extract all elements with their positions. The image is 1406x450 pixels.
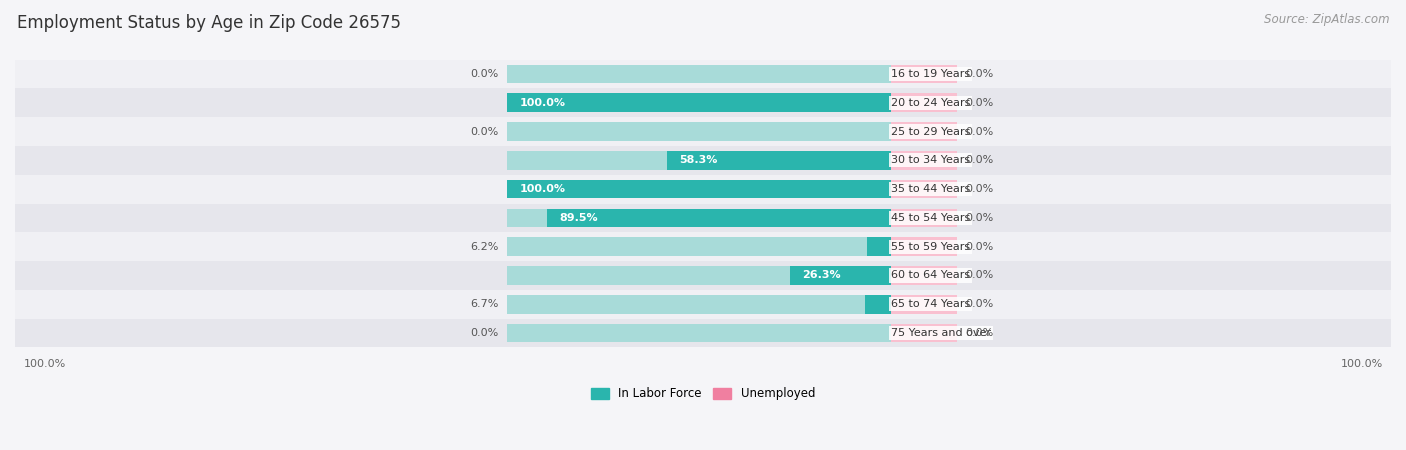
Text: 100.0%: 100.0%: [520, 98, 565, 108]
Bar: [15, 88, 1391, 117]
Bar: [508, 122, 890, 141]
Bar: [15, 146, 1391, 175]
Text: 0.0%: 0.0%: [471, 69, 499, 79]
Text: 0.0%: 0.0%: [966, 328, 994, 338]
Bar: [508, 151, 890, 170]
Text: Employment Status by Age in Zip Code 26575: Employment Status by Age in Zip Code 265…: [17, 14, 401, 32]
Text: 45 to 54 Years: 45 to 54 Years: [890, 213, 970, 223]
Text: 35 to 44 Years: 35 to 44 Years: [890, 184, 970, 194]
Bar: [890, 295, 957, 314]
Text: 0.0%: 0.0%: [966, 270, 994, 280]
Bar: [508, 180, 890, 198]
Legend: In Labor Force, Unemployed: In Labor Force, Unemployed: [586, 382, 820, 405]
Bar: [15, 60, 1391, 88]
Bar: [890, 266, 957, 285]
Bar: [547, 208, 890, 227]
Bar: [890, 324, 957, 342]
Text: 65 to 74 Years: 65 to 74 Years: [890, 299, 970, 309]
Text: 0.0%: 0.0%: [966, 184, 994, 194]
Text: 60 to 64 Years: 60 to 64 Years: [890, 270, 970, 280]
Bar: [890, 151, 957, 170]
Bar: [508, 237, 890, 256]
Text: 6.2%: 6.2%: [471, 242, 499, 252]
Text: 100.0%: 100.0%: [1340, 359, 1382, 369]
Bar: [508, 295, 890, 314]
Text: 0.0%: 0.0%: [966, 213, 994, 223]
Text: 6.7%: 6.7%: [471, 299, 499, 309]
Text: 0.0%: 0.0%: [966, 69, 994, 79]
Bar: [790, 266, 890, 285]
Bar: [890, 180, 957, 198]
Bar: [15, 261, 1391, 290]
Bar: [15, 290, 1391, 319]
Text: 0.0%: 0.0%: [966, 126, 994, 136]
Bar: [890, 237, 957, 256]
Bar: [15, 117, 1391, 146]
Text: 0.0%: 0.0%: [966, 242, 994, 252]
Text: 20 to 24 Years: 20 to 24 Years: [890, 98, 970, 108]
Text: 55 to 59 Years: 55 to 59 Years: [890, 242, 970, 252]
Bar: [890, 65, 957, 83]
Text: 0.0%: 0.0%: [966, 98, 994, 108]
Text: 0.0%: 0.0%: [471, 126, 499, 136]
Bar: [15, 203, 1391, 232]
Bar: [15, 175, 1391, 203]
Bar: [15, 319, 1391, 347]
Text: 100.0%: 100.0%: [520, 184, 565, 194]
Bar: [890, 208, 957, 227]
Text: 0.0%: 0.0%: [966, 155, 994, 165]
Bar: [890, 94, 957, 112]
Bar: [508, 266, 890, 285]
Text: 100.0%: 100.0%: [24, 359, 66, 369]
Text: 58.3%: 58.3%: [679, 155, 718, 165]
Text: 26.3%: 26.3%: [803, 270, 841, 280]
Text: 89.5%: 89.5%: [560, 213, 599, 223]
Bar: [890, 122, 957, 141]
Text: 25 to 29 Years: 25 to 29 Years: [890, 126, 970, 136]
Text: 75 Years and over: 75 Years and over: [890, 328, 991, 338]
Bar: [508, 94, 890, 112]
Bar: [15, 232, 1391, 261]
Bar: [865, 295, 890, 314]
Bar: [508, 65, 890, 83]
Text: 0.0%: 0.0%: [966, 299, 994, 309]
Bar: [666, 151, 890, 170]
Text: 30 to 34 Years: 30 to 34 Years: [890, 155, 970, 165]
Bar: [868, 237, 890, 256]
Bar: [508, 180, 890, 198]
Bar: [508, 208, 890, 227]
Text: Source: ZipAtlas.com: Source: ZipAtlas.com: [1264, 14, 1389, 27]
Bar: [508, 324, 890, 342]
Bar: [508, 94, 890, 112]
Text: 16 to 19 Years: 16 to 19 Years: [890, 69, 970, 79]
Text: 0.0%: 0.0%: [471, 328, 499, 338]
